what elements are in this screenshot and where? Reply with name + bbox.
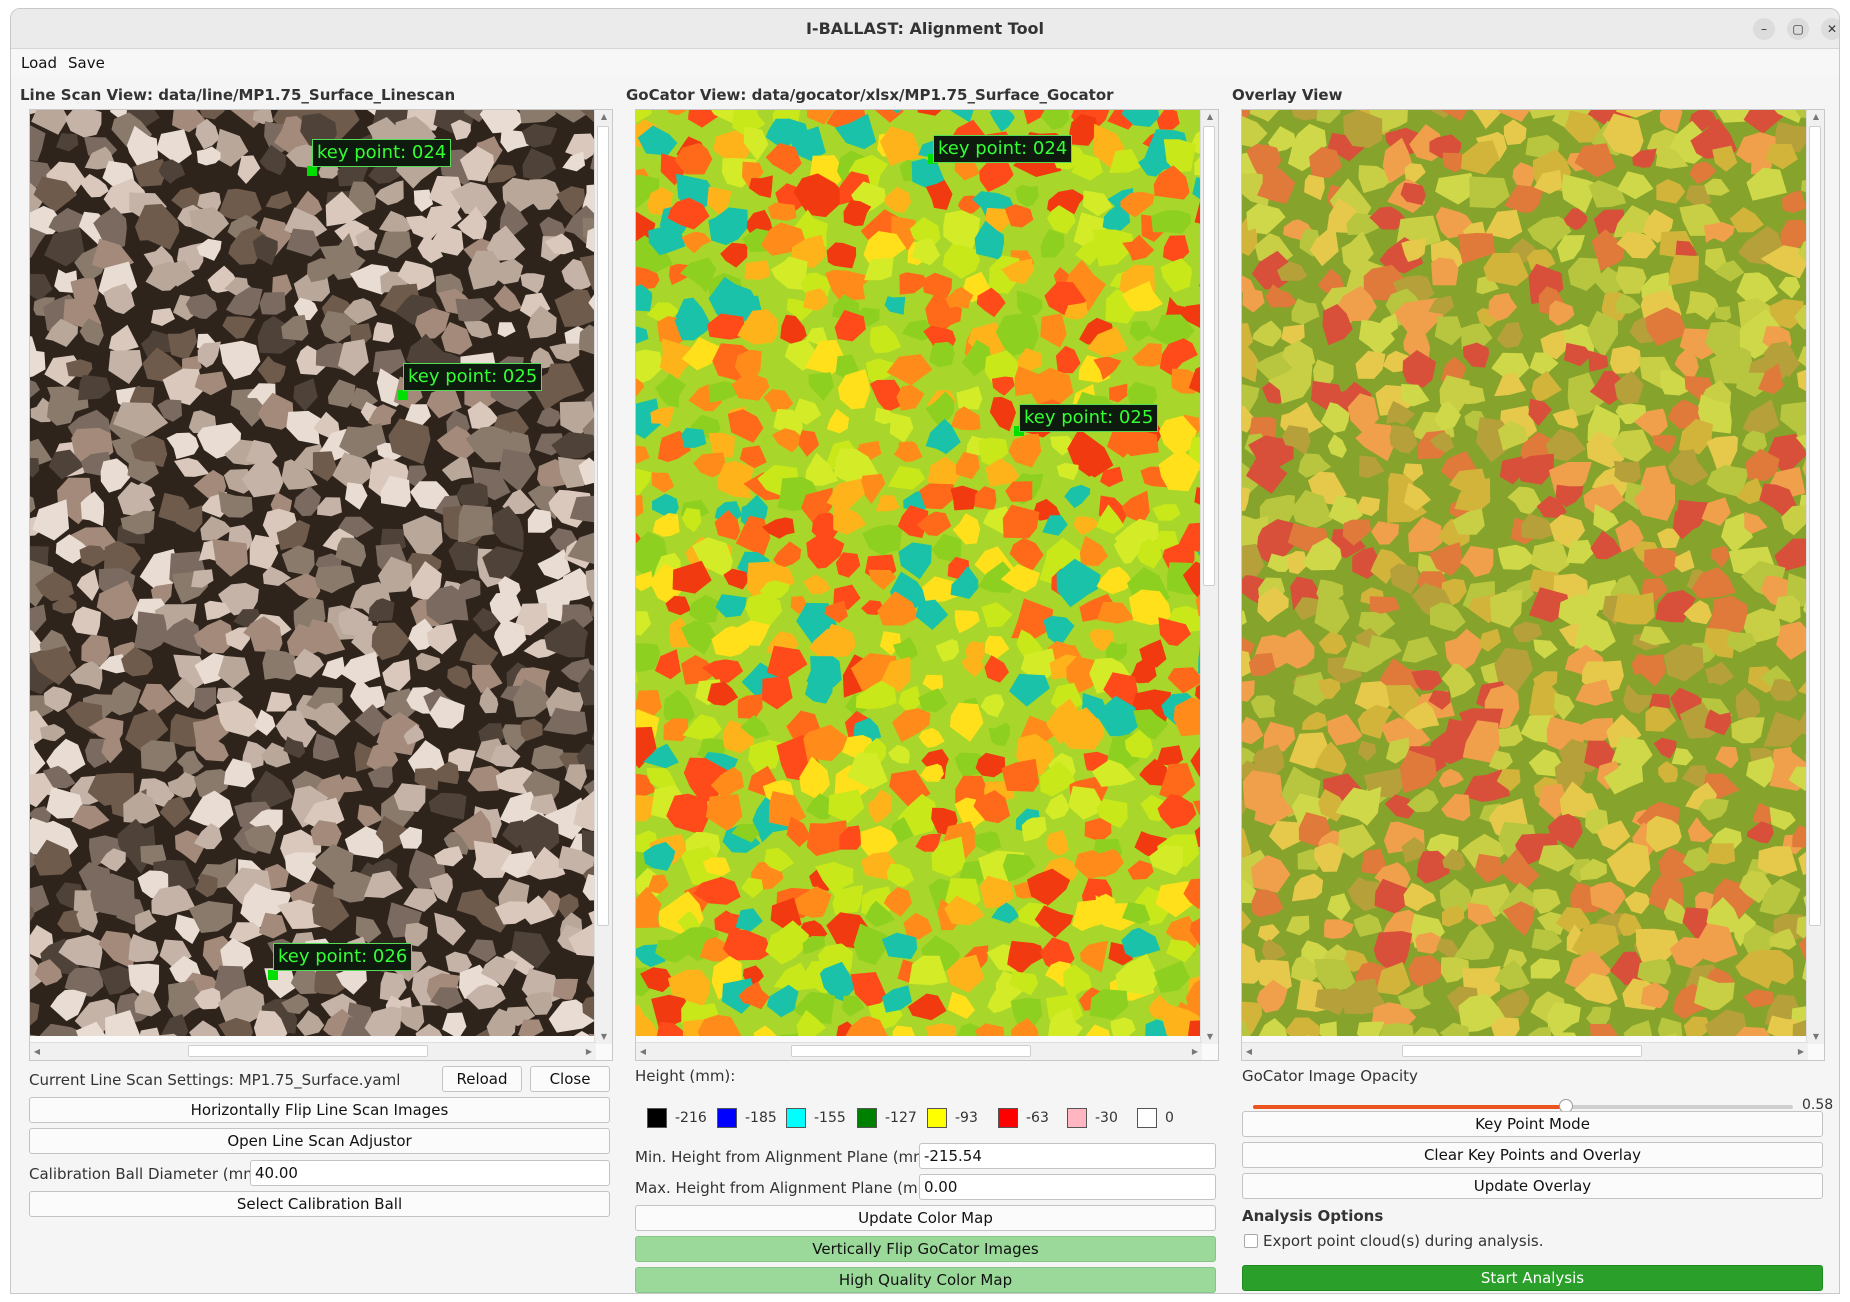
legend-swatch: [717, 1108, 737, 1128]
select-calibration-ball-button[interactable]: Select Calibration Ball: [29, 1191, 610, 1217]
maximize-icon[interactable]: ▢: [1787, 18, 1809, 40]
horizontal-flip-button[interactable]: Horizontally Flip Line Scan Images: [29, 1097, 610, 1123]
overlay-horizontal-scrollbar[interactable]: ◀ ▶: [1242, 1042, 1808, 1060]
keypoint-label: key point: 024: [933, 135, 1073, 163]
legend-swatch: [647, 1108, 667, 1128]
linescan-image[interactable]: [30, 110, 596, 1036]
legend-value: -127: [885, 1110, 917, 1126]
high-quality-color-map-button[interactable]: High Quality Color Map: [635, 1267, 1216, 1293]
legend-swatch: [998, 1108, 1018, 1128]
scroll-thumb[interactable]: [1203, 126, 1215, 586]
scroll-right-icon[interactable]: ▶: [585, 1047, 593, 1056]
min-height-label: Min. Height from Alignment Plane (mm):: [635, 1148, 939, 1166]
height-label: Height (mm):: [635, 1067, 736, 1085]
legend-value: -30: [1095, 1110, 1118, 1126]
legend-swatch: [1067, 1108, 1087, 1128]
key-point-mode-button[interactable]: Key Point Mode: [1242, 1111, 1823, 1137]
legend-swatch: [1137, 1108, 1157, 1128]
opacity-label: GoCator Image Opacity: [1242, 1067, 1418, 1085]
gocator-image[interactable]: [636, 110, 1202, 1036]
reload-button[interactable]: Reload: [442, 1066, 522, 1092]
keypoint-marker[interactable]: [398, 390, 408, 400]
linescan-horizontal-scrollbar[interactable]: ◀ ▶: [30, 1042, 596, 1060]
close-icon[interactable]: ✕: [1821, 18, 1839, 40]
max-height-input[interactable]: 0.00: [919, 1174, 1216, 1200]
scroll-down-icon[interactable]: ▼: [1206, 1032, 1214, 1041]
scroll-thumb[interactable]: [791, 1045, 1031, 1057]
max-height-label: Max. Height from Alignment Plane (mm):: [635, 1179, 944, 1197]
scroll-up-icon[interactable]: ▲: [1206, 112, 1214, 121]
overlay-title: Overlay View: [1232, 86, 1343, 104]
keypoint-marker[interactable]: [307, 166, 317, 176]
close-button[interactable]: Close: [530, 1066, 610, 1092]
update-overlay-button[interactable]: Update Overlay: [1242, 1173, 1823, 1199]
scroll-left-icon[interactable]: ◀: [639, 1047, 647, 1056]
keypoint-label: key point: 025: [403, 363, 543, 391]
overlay-image[interactable]: [1242, 110, 1808, 1036]
menu-load[interactable]: Load: [21, 54, 57, 72]
overlay-vertical-scrollbar[interactable]: ▲ ▼: [1806, 110, 1824, 1044]
app-window: I-BALLAST: Alignment Tool – ▢ ✕ Load Sav…: [10, 8, 1840, 1294]
scroll-down-icon[interactable]: ▼: [1812, 1032, 1820, 1041]
opacity-value: 0.58: [1802, 1097, 1834, 1113]
scroll-thumb[interactable]: [1402, 1045, 1642, 1057]
export-point-cloud-checkbox[interactable]: [1244, 1234, 1258, 1248]
opacity-slider[interactable]: [1253, 1099, 1793, 1113]
export-point-cloud-label: Export point cloud(s) during analysis.: [1263, 1232, 1544, 1250]
clear-key-points-button[interactable]: Clear Key Points and Overlay: [1242, 1142, 1823, 1168]
scroll-left-icon[interactable]: ◀: [1245, 1047, 1253, 1056]
scroll-right-icon[interactable]: ▶: [1797, 1047, 1805, 1056]
legend-swatch: [857, 1108, 877, 1128]
calibration-ball-label: Calibration Ball Diameter (mm):: [29, 1165, 269, 1183]
scroll-down-icon[interactable]: ▼: [600, 1032, 608, 1041]
gocator-title: GoCator View: data/gocator/xlsx/MP1.75_S…: [626, 86, 1114, 104]
legend-swatch: [927, 1108, 947, 1128]
keypoint-label: key point: 026: [273, 943, 413, 971]
legend-value: 0: [1165, 1110, 1174, 1126]
legend-value: -216: [675, 1110, 707, 1126]
minimize-icon[interactable]: –: [1753, 18, 1775, 40]
vertical-flip-button[interactable]: Vertically Flip GoCator Images: [635, 1236, 1216, 1262]
keypoint-label: key point: 025: [1019, 404, 1159, 432]
scroll-thumb[interactable]: [597, 126, 609, 926]
scroll-up-icon[interactable]: ▲: [1812, 112, 1820, 121]
scroll-right-icon[interactable]: ▶: [1191, 1047, 1199, 1056]
legend-value: -185: [745, 1110, 777, 1126]
overlay-view[interactable]: ▲ ▼ ◀ ▶: [1241, 109, 1825, 1061]
title-bar: I-BALLAST: Alignment Tool – ▢ ✕: [11, 9, 1839, 49]
update-color-map-button[interactable]: Update Color Map: [635, 1205, 1216, 1231]
keypoint-marker[interactable]: [268, 970, 278, 980]
calibration-ball-input[interactable]: 40.00: [250, 1160, 610, 1186]
window-title: I-BALLAST: Alignment Tool: [805, 19, 1045, 38]
linescan-title: Line Scan View: data/line/MP1.75_Surface…: [20, 86, 456, 104]
gocator-horizontal-scrollbar[interactable]: ◀ ▶: [636, 1042, 1202, 1060]
legend-value: -155: [814, 1110, 846, 1126]
opacity-slider-fill: [1253, 1105, 1567, 1109]
legend-value: -63: [1026, 1110, 1049, 1126]
linescan-vertical-scrollbar[interactable]: ▲ ▼: [594, 110, 612, 1044]
menu-bar: Load Save: [11, 49, 1839, 75]
legend-value: -93: [955, 1110, 978, 1126]
legend-swatch: [786, 1108, 806, 1128]
scroll-up-icon[interactable]: ▲: [600, 112, 608, 121]
keypoint-label: key point: 024: [312, 139, 452, 167]
start-analysis-button[interactable]: Start Analysis: [1242, 1265, 1823, 1291]
scroll-thumb[interactable]: [1809, 126, 1821, 926]
scroll-thumb[interactable]: [188, 1045, 428, 1057]
menu-save[interactable]: Save: [68, 54, 105, 72]
linescan-view[interactable]: key point: 024 key point: 025 key point:…: [29, 109, 613, 1061]
open-adjustor-button[interactable]: Open Line Scan Adjustor: [29, 1128, 610, 1154]
linescan-settings-label: Current Line Scan Settings: MP1.75_Surfa…: [29, 1071, 401, 1089]
gocator-view[interactable]: key point: 024 key point: 025 ▲ ▼ ◀ ▶: [635, 109, 1219, 1061]
gocator-vertical-scrollbar[interactable]: ▲ ▼: [1200, 110, 1218, 1044]
analysis-options-header: Analysis Options: [1242, 1207, 1384, 1225]
scroll-left-icon[interactable]: ◀: [33, 1047, 41, 1056]
min-height-input[interactable]: -215.54: [919, 1143, 1216, 1169]
